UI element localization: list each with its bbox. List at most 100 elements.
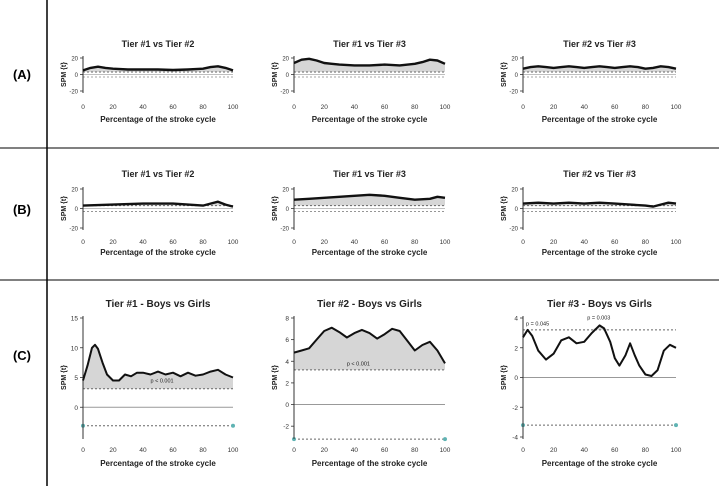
y-tick-label: 15 <box>71 316 79 323</box>
x-tick-label: 100 <box>671 239 682 246</box>
x-tick-label: 40 <box>351 447 359 454</box>
x-axis-label: Percentage of the stroke cycle <box>542 115 658 124</box>
x-tick-label: 40 <box>139 447 147 454</box>
row-label-b: (B) <box>13 202 31 217</box>
x-tick-label: 0 <box>81 239 85 246</box>
p-value-annotation: p = 0.003 <box>587 315 610 321</box>
x-axis-label: Percentage of the stroke cycle <box>100 115 216 124</box>
y-tick-label: 20 <box>282 188 289 194</box>
y-tick-label: 0 <box>514 375 518 382</box>
x-tick-label: 100 <box>228 104 239 111</box>
x-tick-label: 80 <box>642 104 650 111</box>
spm-curve <box>82 65 234 72</box>
x-tick-label: 60 <box>169 447 177 454</box>
x-tick-label: 60 <box>611 239 619 246</box>
y-tick-label: 20 <box>511 188 518 194</box>
x-tick-label: 40 <box>351 104 359 111</box>
x-tick-label: 20 <box>550 239 558 246</box>
x-tick-label: 60 <box>611 104 619 111</box>
x-tick-label: 100 <box>671 104 682 111</box>
chart-title: Tier #3 - Boys vs Girls <box>547 299 652 310</box>
spm-curve <box>82 343 234 382</box>
y-axis-label: SPM {t} <box>61 62 68 87</box>
x-tick-label: 0 <box>521 104 525 111</box>
y-axis-label: SPM {t} <box>61 365 68 390</box>
y-axis-label: SPM {t} <box>61 196 68 221</box>
x-tick-label: 0 <box>521 447 525 454</box>
spm-curve <box>293 57 446 67</box>
x-tick-label: 40 <box>139 104 147 111</box>
p-value-annotation: p < 0.001 <box>347 362 370 368</box>
y-tick-label: 4 <box>514 316 518 323</box>
x-tick-label: 80 <box>411 104 419 111</box>
suprathreshold-area <box>83 66 233 73</box>
x-tick-label: 100 <box>440 447 451 454</box>
x-tick-label: 100 <box>440 104 451 111</box>
y-tick-label: -20 <box>69 90 78 96</box>
x-tick-label: 60 <box>169 104 177 111</box>
x-tick-label: 20 <box>550 104 558 111</box>
panel-a3: Tier #2 vs Tier #3 20 0 -20 0 20 40 60 80 100 Perc… <box>501 39 682 124</box>
suprathreshold-area <box>83 344 233 389</box>
x-tick-label: 80 <box>199 104 207 111</box>
y-tick-label: 2 <box>514 345 518 352</box>
y-tick-label: 2 <box>285 380 289 387</box>
y-tick-label: 10 <box>71 345 79 352</box>
y-tick-label: 20 <box>282 57 289 63</box>
threshold-marker <box>231 423 235 428</box>
x-tick-label: 60 <box>381 104 389 111</box>
y-tick-label: -20 <box>280 90 289 96</box>
y-tick-label: -20 <box>280 227 289 233</box>
x-tick-label: 0 <box>292 104 296 111</box>
chart-title: Tier #2 vs Tier #3 <box>563 39 636 49</box>
spm-curve <box>522 65 677 70</box>
y-tick-label: 20 <box>71 188 78 194</box>
x-tick-label: 20 <box>109 239 117 246</box>
y-tick-label: 8 <box>285 316 289 323</box>
x-tick-label: 80 <box>642 239 650 246</box>
y-tick-label: -20 <box>509 90 518 96</box>
x-tick-label: 40 <box>581 104 589 111</box>
y-tick-label: 5 <box>74 375 78 382</box>
x-tick-label: 60 <box>381 447 389 454</box>
y-axis-label: SPM {t} <box>272 365 279 390</box>
row-label-c: (C) <box>13 348 31 363</box>
y-tick-label: 20 <box>71 57 78 63</box>
y-tick-label: -2 <box>512 405 518 412</box>
y-axis-label: SPM {t} <box>272 62 279 87</box>
p-value-annotation: p < 0.001 <box>151 378 174 384</box>
x-tick-label: 60 <box>169 239 177 246</box>
x-tick-label: 100 <box>671 447 682 454</box>
chart-title: Tier #2 vs Tier #3 <box>563 169 636 179</box>
y-tick-label: 0 <box>74 405 78 412</box>
suprathreshold-area <box>523 325 676 330</box>
chart-title: Tier #1 vs Tier #2 <box>122 169 195 179</box>
chart-title: Tier #1 vs Tier #3 <box>333 169 406 179</box>
x-axis-label: Percentage of the stroke cycle <box>542 248 658 257</box>
x-tick-label: 20 <box>321 104 329 111</box>
y-tick-label: 6 <box>285 337 289 344</box>
threshold-marker <box>292 437 296 442</box>
x-tick-label: 20 <box>321 447 329 454</box>
y-axis-label: SPM {t} <box>501 196 508 221</box>
x-tick-label: 40 <box>581 239 589 246</box>
chart-title: Tier #1 vs Tier #3 <box>333 39 406 49</box>
x-axis-label: Percentage of the stroke cycle <box>542 459 658 468</box>
row-label-a: (A) <box>13 67 31 82</box>
x-tick-label: 80 <box>642 447 650 454</box>
x-tick-label: 80 <box>411 239 419 246</box>
y-tick-label: 0 <box>285 402 289 409</box>
spm-curve <box>82 200 234 208</box>
panel-a2: Tier #1 vs Tier #3 20 0 -20 0 20 40 60 80 100 Perc… <box>272 39 451 124</box>
y-tick-label: 0 <box>75 207 79 213</box>
chart-title: Tier #2 - Boys vs Girls <box>317 299 422 310</box>
y-tick-label: 0 <box>515 207 519 213</box>
x-axis-label: Percentage of the stroke cycle <box>312 248 428 257</box>
y-axis-label: SPM {t} <box>501 365 508 390</box>
panel-c1: Tier #1 - Boys vs Girls 15 10 5 0 0 20 40 60 80 10… <box>61 299 239 468</box>
